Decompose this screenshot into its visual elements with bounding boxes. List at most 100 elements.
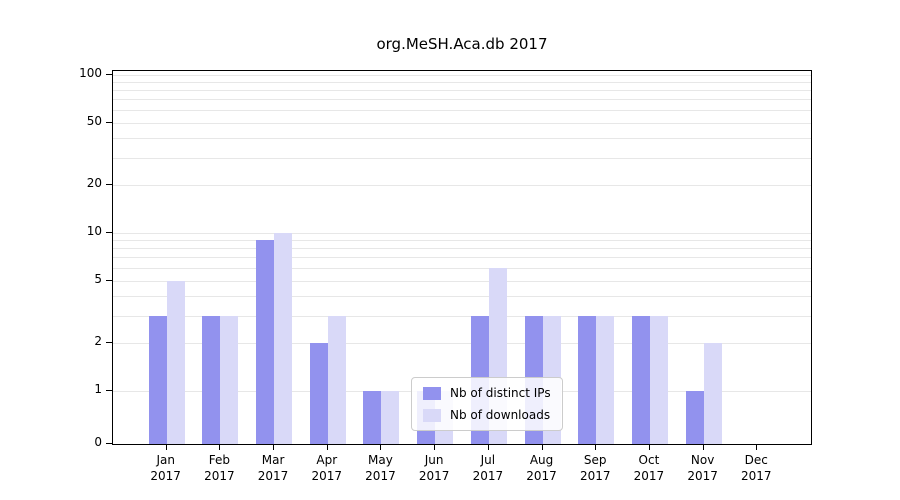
bar-downloads: [596, 315, 615, 444]
x-tick-year: 2017: [311, 469, 343, 483]
bar-distinct-ips: [685, 391, 704, 444]
bar-downloads: [166, 280, 185, 444]
bar-distinct-ips: [631, 315, 650, 444]
x-tick-mark: [648, 445, 650, 450]
x-tick-label: Sep 2017: [560, 452, 630, 484]
y-tick-label: 2: [94, 334, 102, 349]
x-tick-month: Sep: [583, 453, 607, 467]
x-tick-label: Jul 2017: [453, 452, 523, 484]
x-tick-mark: [434, 445, 436, 450]
y-tick-label: 100: [79, 66, 102, 80]
gridline: [113, 137, 811, 139]
bar-distinct-ips: [148, 315, 167, 444]
x-tick-mark: [326, 445, 328, 450]
gridline: [113, 268, 811, 270]
legend-swatch-distinct-ips: [423, 386, 441, 400]
bar-distinct-ips: [256, 240, 275, 444]
x-tick-year: 2017: [741, 469, 772, 483]
gridline: [113, 75, 811, 76]
y-tick-label: 50: [86, 113, 102, 128]
x-tick-year: 2017: [257, 469, 289, 483]
bar-distinct-ips: [363, 391, 382, 444]
x-tick-label: Jan 2017: [131, 452, 201, 484]
x-tick-mark: [380, 445, 382, 450]
y-tick-mark: [106, 279, 112, 281]
gridline: [113, 280, 811, 282]
x-tick-mark: [487, 445, 489, 450]
x-tick-month: Jan: [156, 453, 175, 467]
gridline: [113, 110, 811, 112]
bar-downloads: [220, 315, 239, 444]
x-tick-year: 2017: [526, 469, 557, 483]
x-tick-mark: [595, 445, 597, 450]
x-tick-month: Aug: [529, 453, 554, 467]
legend-label-distinct-ips: Nb of distinct IPs: [450, 386, 551, 400]
y-tick-label: 10: [86, 224, 102, 238]
gridline: [113, 99, 811, 101]
x-tick-label: Feb 2017: [184, 452, 254, 484]
x-tick-month: Apr: [316, 453, 338, 467]
y-tick-mark: [106, 121, 112, 123]
bar-downloads: [381, 391, 400, 444]
x-tick-label: Nov 2017: [668, 452, 738, 484]
bar-distinct-ips: [202, 315, 221, 444]
y-tick-label: 0: [94, 435, 102, 449]
legend-item-distinct-ips: Nb of distinct IPs: [423, 386, 551, 400]
x-tick-mark: [219, 445, 221, 450]
x-tick-year: 2017: [472, 469, 504, 483]
x-tick-year: 2017: [633, 469, 665, 483]
x-tick-year: 2017: [687, 469, 718, 483]
y-tick-mark: [106, 184, 112, 186]
gridline: [113, 82, 811, 84]
gridline: [113, 122, 811, 124]
x-tick-month: Nov: [690, 453, 715, 467]
y-tick-label: 20: [86, 176, 102, 191]
gridline: [113, 257, 811, 259]
x-tick-month: Jun: [424, 453, 444, 467]
bar-downloads: [327, 315, 346, 444]
bar-distinct-ips: [578, 315, 597, 444]
legend: Nb of distinct IPs Nb of downloads: [411, 377, 563, 431]
x-tick-label: May 2017: [345, 452, 415, 484]
legend-label-downloads: Nb of downloads: [450, 408, 551, 422]
legend-item-downloads: Nb of downloads: [423, 408, 551, 422]
x-tick-label: Mar 2017: [238, 452, 308, 484]
x-tick-month: Oct: [638, 453, 660, 467]
x-tick-mark: [273, 445, 275, 450]
y-tick-mark: [106, 74, 112, 75]
plot-area: Nb of distinct IPs Nb of downloads: [112, 70, 812, 445]
x-tick-year: 2017: [204, 469, 235, 483]
x-tick-month: Dec: [744, 453, 768, 467]
gridline: [113, 343, 811, 345]
bar-downloads: [703, 343, 722, 444]
x-tick-year: 2017: [418, 469, 450, 483]
x-tick-month: Jul: [480, 453, 496, 467]
x-tick-year: 2017: [365, 469, 396, 483]
gridline: [113, 157, 811, 159]
x-tick-month: May: [368, 453, 393, 467]
x-tick-mark: [756, 445, 758, 450]
x-tick-month: Feb: [208, 453, 230, 467]
x-tick-mark: [165, 445, 167, 450]
x-tick-label: Apr 2017: [292, 452, 362, 484]
bar-downloads: [649, 315, 668, 444]
gridline: [113, 295, 811, 297]
y-tick-mark: [106, 390, 112, 391]
x-tick-label: Aug 2017: [507, 452, 577, 484]
gridline: [113, 233, 811, 234]
x-tick-year: 2017: [579, 469, 611, 483]
x-tick-month: Mar: [261, 453, 285, 467]
gridline: [113, 185, 811, 187]
bar-distinct-ips: [309, 343, 328, 444]
bar-downloads: [274, 233, 293, 444]
x-tick-label: Oct 2017: [614, 452, 684, 484]
y-tick-mark: [106, 443, 112, 444]
gridline: [113, 240, 811, 242]
gridline: [113, 248, 811, 250]
y-tick-label: 5: [94, 271, 102, 286]
x-tick-label: Dec 2017: [721, 452, 791, 484]
x-tick-year: 2017: [150, 469, 181, 483]
y-tick-mark: [106, 232, 112, 233]
x-tick-label: Jun 2017: [399, 452, 469, 484]
